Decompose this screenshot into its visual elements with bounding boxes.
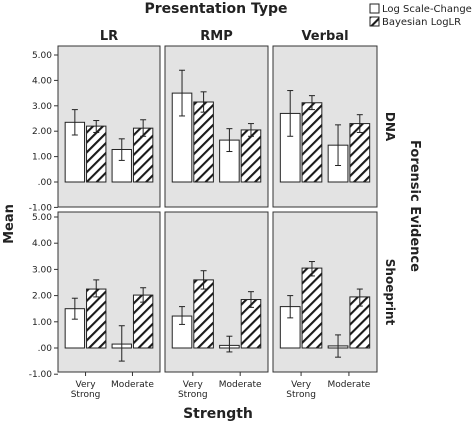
bar-bayesian-loglr-very-strong: [86, 125, 107, 183]
x-axis-label: Strength: [183, 406, 253, 422]
bar-bayesian-loglr-very-strong: [193, 279, 214, 349]
y-tick-label: 3.00: [32, 102, 52, 112]
y-tick-label: 4.00: [32, 239, 52, 249]
column-header-rmp: RMP: [200, 29, 232, 44]
row-axis-label: Forensic Evidence: [407, 140, 422, 272]
y-tick-label: 4.00: [32, 76, 52, 86]
y-tick-label: 3.00: [32, 265, 52, 275]
column-header-verbal: Verbal: [301, 29, 348, 44]
y-tick-label: .00: [38, 344, 53, 354]
y-tick-label: 2.00: [32, 127, 52, 137]
legend: Log Scale-Change Bayesian LogLR: [369, 3, 472, 28]
legend-label-bayesian-loglr: Bayesian LogLR: [382, 17, 461, 28]
y-tick-label: 1.00: [32, 318, 52, 328]
bar-bayesian-loglr-very-strong: [193, 101, 214, 183]
row-header-dna: DNA: [383, 112, 397, 142]
chart-title: Presentation Type: [144, 1, 287, 17]
bar-bayesian-loglr-moderate: [240, 129, 262, 183]
panel-shoeprint-rmp: [164, 211, 269, 373]
legend-swatch-bayesian-loglr: [369, 16, 380, 27]
y-tick-label: .00: [38, 178, 53, 188]
bar-bayesian-loglr-very-strong: [301, 102, 323, 183]
panel-dna-lr: [57, 45, 161, 208]
legend-label-log-scale-change: Log Scale-Change: [382, 4, 472, 15]
panel-dna-rmp: [164, 45, 269, 208]
bar-bayesian-loglr-very-strong: [301, 267, 323, 349]
x-tick-label: Moderate: [328, 380, 371, 390]
x-tick-label: Moderate: [219, 380, 262, 390]
panel-shoeprint-lr: [57, 211, 161, 373]
y-tick-label: 5.00: [32, 51, 52, 61]
panel-shoeprint-verbal: [272, 211, 378, 373]
y-axis-label: Mean: [2, 204, 17, 244]
x-tick-label: Very: [183, 380, 204, 390]
y-tick-label: 2.00: [32, 292, 52, 302]
y-tick-label: 1.00: [32, 153, 52, 163]
x-tick-label: Very: [291, 380, 312, 390]
plot-area: LR RMP Verbal DNA 5.00 4.00 3.00 2.00 1.00 .00 -1.…: [29, 29, 397, 400]
row-header-shoeprint: Shoeprint: [383, 259, 397, 326]
x-tick-label: Moderate: [111, 380, 154, 390]
column-header-lr: LR: [100, 29, 118, 44]
y-tick-label: -1.00: [29, 203, 53, 213]
y-tick-label: 5.00: [32, 213, 52, 223]
panel-dna-verbal: [272, 45, 378, 208]
legend-swatch-log-scale-change: [369, 3, 380, 14]
x-tick-label: Very: [76, 380, 97, 390]
x-tick-label-line2: Strong: [178, 390, 208, 400]
x-tick-label-line2: Strong: [71, 390, 101, 400]
y-tick-label: -1.00: [29, 370, 53, 380]
bar-bayesian-loglr-moderate: [132, 294, 154, 349]
bar-bayesian-loglr-very-strong: [86, 288, 107, 349]
x-tick-label-line2: Strong: [286, 390, 316, 400]
